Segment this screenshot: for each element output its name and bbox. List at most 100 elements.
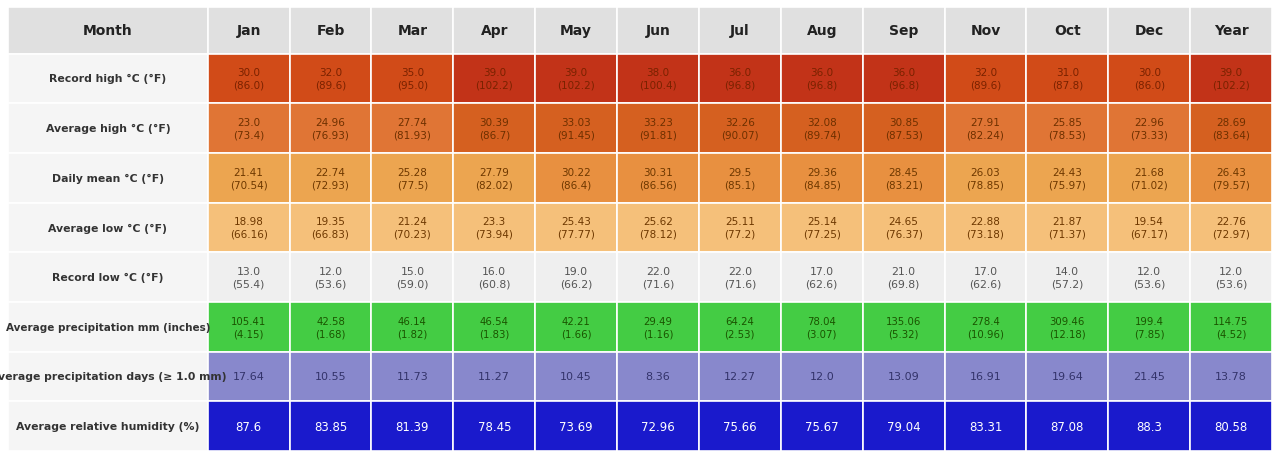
Bar <box>535 55 617 104</box>
Text: 25.11
(77.2): 25.11 (77.2) <box>724 217 755 239</box>
Text: 36.0
(96.8): 36.0 (96.8) <box>888 68 919 90</box>
Bar <box>1027 203 1108 253</box>
Text: Average high °C (°F): Average high °C (°F) <box>46 124 170 134</box>
Text: 30.0
(86.0): 30.0 (86.0) <box>233 68 264 90</box>
Bar <box>453 104 535 154</box>
Text: 22.0
(71.6): 22.0 (71.6) <box>641 266 675 289</box>
Text: 75.67: 75.67 <box>805 420 838 433</box>
Bar <box>617 104 699 154</box>
Text: Jun: Jun <box>645 24 671 38</box>
Bar <box>1190 302 1272 352</box>
Text: 78.45: 78.45 <box>477 420 511 433</box>
Bar <box>289 104 371 154</box>
Bar <box>863 302 945 352</box>
Text: Average relative humidity (%): Average relative humidity (%) <box>17 421 200 431</box>
Bar <box>371 302 453 352</box>
Bar <box>945 352 1027 402</box>
Bar <box>781 302 863 352</box>
Bar <box>535 8 617 55</box>
Text: 87.6: 87.6 <box>236 420 261 433</box>
Bar <box>1190 154 1272 203</box>
Text: Oct: Oct <box>1053 24 1080 38</box>
Bar <box>863 154 945 203</box>
Bar <box>535 352 617 402</box>
Bar <box>8 302 207 352</box>
Text: 78.04
(3.07): 78.04 (3.07) <box>806 316 837 338</box>
Bar <box>453 154 535 203</box>
Text: 73.69: 73.69 <box>559 420 593 433</box>
Bar <box>289 402 371 451</box>
Text: 32.0
(89.6): 32.0 (89.6) <box>315 68 346 90</box>
Bar <box>207 352 289 402</box>
Bar <box>863 55 945 104</box>
Bar <box>289 253 371 302</box>
Text: 17.64: 17.64 <box>233 372 265 382</box>
Bar <box>1027 104 1108 154</box>
Text: Feb: Feb <box>316 24 344 38</box>
Text: 81.39: 81.39 <box>396 420 429 433</box>
Text: 105.41
(4.15): 105.41 (4.15) <box>230 316 266 338</box>
Text: 15.0
(59.0): 15.0 (59.0) <box>396 266 429 289</box>
Bar <box>617 55 699 104</box>
Text: 309.46
(12.18): 309.46 (12.18) <box>1048 316 1085 338</box>
Bar <box>535 253 617 302</box>
Bar <box>535 302 617 352</box>
Text: Aug: Aug <box>806 24 837 38</box>
Text: Average precipitation mm (inches): Average precipitation mm (inches) <box>5 322 210 332</box>
Text: 30.0
(86.0): 30.0 (86.0) <box>1134 68 1165 90</box>
Text: 33.03
(91.45): 33.03 (91.45) <box>557 118 595 140</box>
Bar <box>207 302 289 352</box>
Bar <box>945 253 1027 302</box>
Bar <box>207 203 289 253</box>
Text: 24.96
(76.93): 24.96 (76.93) <box>311 118 349 140</box>
Bar <box>781 402 863 451</box>
Text: Jul: Jul <box>730 24 750 38</box>
Bar <box>535 104 617 154</box>
Bar <box>8 8 207 55</box>
Bar <box>699 154 781 203</box>
Text: 83.31: 83.31 <box>969 420 1002 433</box>
Bar <box>535 402 617 451</box>
Bar <box>8 203 207 253</box>
Text: 16.91: 16.91 <box>969 372 1001 382</box>
Text: 17.0
(62.6): 17.0 (62.6) <box>969 266 1002 289</box>
Text: 36.0
(96.8): 36.0 (96.8) <box>806 68 837 90</box>
Text: 30.85
(87.53): 30.85 (87.53) <box>884 118 923 140</box>
Bar <box>371 154 453 203</box>
Bar <box>945 8 1027 55</box>
Bar <box>453 203 535 253</box>
Text: 26.03
(78.85): 26.03 (78.85) <box>966 167 1005 190</box>
Text: 46.14
(1.82): 46.14 (1.82) <box>397 316 428 338</box>
Text: 21.87
(71.37): 21.87 (71.37) <box>1048 217 1087 239</box>
Bar <box>535 154 617 203</box>
Text: Dec: Dec <box>1134 24 1164 38</box>
Bar <box>1108 8 1190 55</box>
Text: 29.5
(85.1): 29.5 (85.1) <box>724 167 755 190</box>
Text: Nov: Nov <box>970 24 1001 38</box>
Bar <box>371 352 453 402</box>
Text: Average low °C (°F): Average low °C (°F) <box>49 223 168 233</box>
Text: 22.0
(71.6): 22.0 (71.6) <box>723 266 756 289</box>
Text: 38.0
(100.4): 38.0 (100.4) <box>639 68 677 90</box>
Bar <box>1108 104 1190 154</box>
Bar <box>1027 352 1108 402</box>
Bar <box>1108 203 1190 253</box>
Text: 16.0
(60.8): 16.0 (60.8) <box>477 266 511 289</box>
Bar <box>453 8 535 55</box>
Bar <box>1108 352 1190 402</box>
Bar <box>617 253 699 302</box>
Bar <box>699 104 781 154</box>
Text: 23.3
(73.94): 23.3 (73.94) <box>475 217 513 239</box>
Bar <box>371 402 453 451</box>
Text: 79.04: 79.04 <box>887 420 920 433</box>
Text: 75.66: 75.66 <box>723 420 756 433</box>
Text: 12.0: 12.0 <box>809 372 835 382</box>
Text: 46.54
(1.83): 46.54 (1.83) <box>479 316 509 338</box>
Bar <box>8 253 207 302</box>
Text: 21.68
(71.02): 21.68 (71.02) <box>1130 167 1169 190</box>
Text: 39.0
(102.2): 39.0 (102.2) <box>475 68 513 90</box>
Bar <box>371 253 453 302</box>
Bar <box>289 352 371 402</box>
Bar <box>1190 8 1272 55</box>
Bar <box>289 55 371 104</box>
